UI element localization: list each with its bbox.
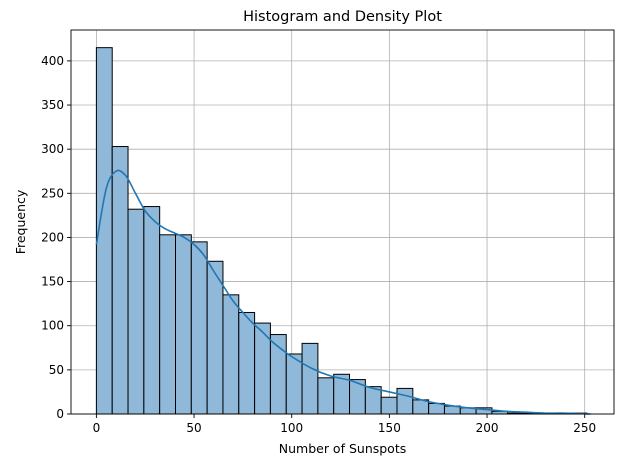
y-tick-label-1: 50	[49, 363, 64, 377]
x-tick-label-2: 100	[280, 421, 303, 435]
x-axis-ticks: 0 50 100 150 200 250	[93, 414, 596, 435]
histogram-bar-7	[206, 260, 224, 415]
histogram-bar-18	[380, 396, 398, 415]
y-tick-label-7: 350	[41, 98, 64, 112]
histogram-bar-20	[412, 399, 430, 415]
histogram-bar-5	[174, 234, 192, 415]
histogram-bar-8	[222, 294, 240, 415]
x-tick-label-0: 0	[93, 421, 101, 435]
density-line	[95, 169, 591, 415]
histogram-bar-19	[396, 387, 414, 415]
histogram-bar-4	[159, 234, 176, 415]
histogram-bar-12	[285, 353, 303, 415]
histogram-bar-2	[127, 208, 145, 415]
plot-frame	[70, 29, 615, 415]
chart-title: Histogram and Density Plot	[243, 9, 442, 25]
histogram-bar-1	[111, 146, 129, 415]
x-tick-label-1: 50	[186, 421, 201, 435]
x-axis-label: Number of Sunspots	[279, 441, 407, 456]
x-tick-label-5: 250	[573, 421, 596, 435]
y-tick-label-3: 150	[41, 275, 64, 289]
x-tick-label-4: 200	[476, 421, 499, 435]
histogram-bar-14	[317, 377, 335, 415]
y-axis-label: Frequency	[13, 189, 28, 254]
histogram-bar-6	[190, 241, 208, 415]
y-tick-label-0: 0	[56, 407, 64, 421]
histogram-bar-13	[301, 342, 319, 415]
histogram-bar-3	[143, 206, 161, 415]
y-tick-label-2: 100	[41, 319, 64, 333]
y-tick-label-4: 200	[41, 230, 64, 244]
y-tick-label-6: 300	[41, 142, 64, 156]
histogram-bar-17	[364, 386, 382, 415]
y-tick-label-5: 250	[41, 186, 64, 200]
y-axis-ticks: 0 50 100 150 200 250 300 350 400	[41, 54, 71, 421]
histogram-bar-9	[238, 311, 256, 415]
y-tick-label-8: 400	[41, 54, 64, 68]
x-tick-label-3: 150	[378, 421, 401, 435]
